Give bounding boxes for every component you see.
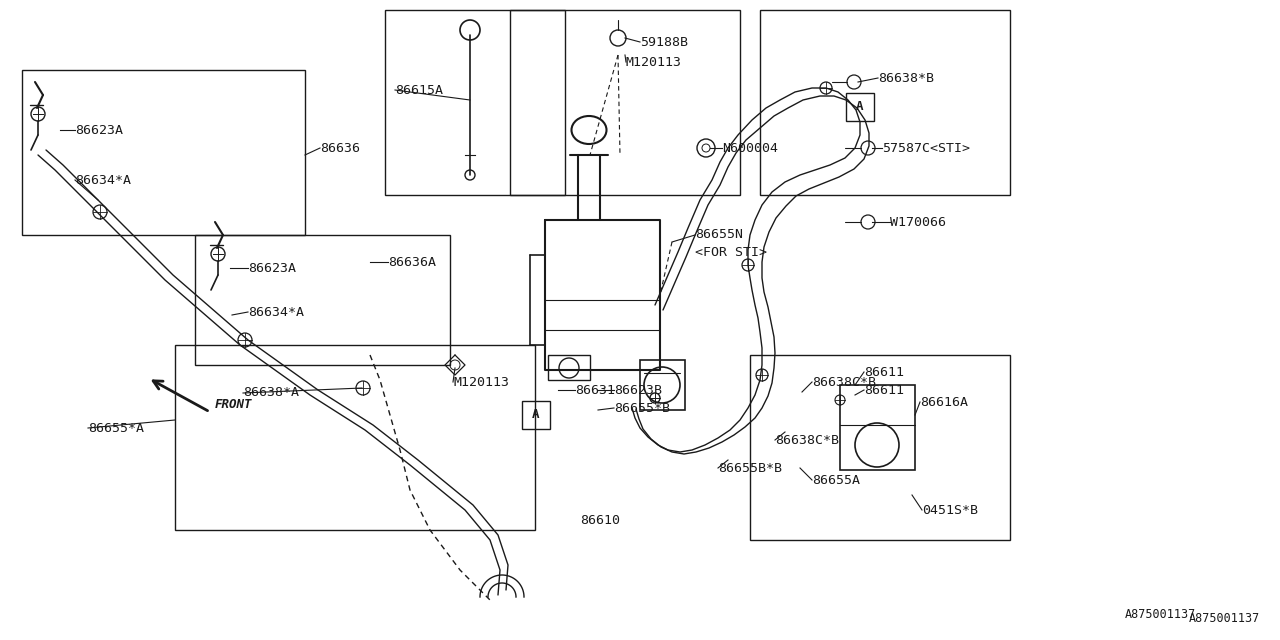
- Bar: [522, 401, 550, 429]
- Text: 86615A: 86615A: [396, 83, 443, 97]
- Text: 86655A: 86655A: [812, 474, 860, 486]
- Text: 0451S*B: 0451S*B: [922, 504, 978, 516]
- Text: 86638*B: 86638*B: [878, 72, 934, 84]
- Bar: [846, 93, 874, 121]
- Text: 86616A: 86616A: [920, 396, 968, 408]
- Bar: [548, 355, 590, 380]
- Text: 86611: 86611: [864, 365, 904, 378]
- Text: 86634*A: 86634*A: [248, 305, 305, 319]
- Text: M120113: M120113: [626, 56, 682, 68]
- Text: 86638*A: 86638*A: [243, 387, 300, 399]
- Bar: [509, 10, 740, 195]
- Text: <FOR STI>: <FOR STI>: [695, 246, 767, 259]
- Text: A: A: [856, 100, 864, 113]
- Text: A875001137: A875001137: [1189, 612, 1260, 625]
- Text: N600004: N600004: [722, 141, 778, 154]
- Text: 86655B*B: 86655B*B: [718, 461, 782, 474]
- Text: A875001137: A875001137: [1125, 609, 1197, 621]
- Text: 86655N: 86655N: [695, 228, 742, 241]
- Text: 86623A: 86623A: [248, 262, 296, 275]
- Text: W170066: W170066: [890, 216, 946, 228]
- Text: 86631: 86631: [575, 383, 614, 397]
- Text: 57587C<STI>: 57587C<STI>: [882, 141, 970, 154]
- Text: 86611: 86611: [864, 383, 904, 397]
- Text: A: A: [532, 408, 540, 422]
- Text: 86638C*B: 86638C*B: [812, 376, 876, 388]
- Bar: [385, 10, 564, 195]
- Bar: [640, 360, 685, 410]
- Bar: [760, 10, 1010, 195]
- Bar: [175, 345, 535, 530]
- Text: 86610: 86610: [580, 513, 620, 527]
- Text: 86634*A: 86634*A: [76, 173, 131, 186]
- Bar: [840, 385, 915, 470]
- Text: 86638C*B: 86638C*B: [774, 433, 838, 447]
- Text: 86636: 86636: [320, 141, 360, 154]
- Text: FRONT: FRONT: [215, 399, 252, 412]
- Text: 86636A: 86636A: [388, 255, 436, 269]
- Text: 86623A: 86623A: [76, 124, 123, 136]
- Bar: [750, 355, 1010, 540]
- Bar: [195, 235, 451, 365]
- Text: M120113: M120113: [453, 376, 509, 388]
- Text: 59188B: 59188B: [640, 35, 689, 49]
- Bar: [22, 70, 305, 235]
- Text: 86623B: 86623B: [614, 383, 662, 397]
- Text: 86655*A: 86655*A: [88, 422, 143, 435]
- Text: 86655*B: 86655*B: [614, 401, 669, 415]
